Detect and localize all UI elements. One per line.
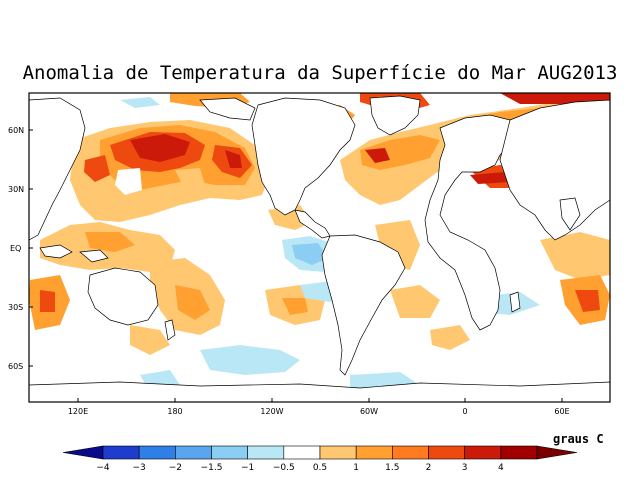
- warm-anomaly-west-pacific: [29, 222, 175, 330]
- colorbar-segment: [428, 445, 465, 460]
- colorbar-label: 2: [426, 463, 432, 473]
- colorbar-label: −2: [169, 463, 182, 473]
- colorbar: −4 −3 −2 −1.5 −1 −0.5 0.5 1 1.5 2 3 4: [62, 445, 578, 473]
- colorbar-segment: [464, 445, 502, 460]
- x-tick-label: 0: [462, 407, 467, 416]
- y-tick-label: EQ: [10, 244, 21, 253]
- x-tick-label: 60E: [554, 407, 569, 416]
- x-tick-label: 60W: [360, 407, 378, 416]
- coastlines: [29, 95, 610, 402]
- x-tick-label: 120E: [68, 407, 88, 416]
- y-tick-label: 30S: [8, 303, 23, 312]
- map-field: [29, 93, 610, 402]
- y-tick-label: 30N: [8, 185, 24, 194]
- warm-anomaly-north-pacific: [70, 120, 270, 222]
- x-tick-label: 120W: [260, 407, 283, 416]
- colorbar-segment: [500, 445, 538, 460]
- colorbar-segment: [247, 445, 285, 460]
- colorbar-label: 1.5: [385, 463, 399, 473]
- colorbar-segment: [319, 445, 357, 460]
- colorbar-label: −1.5: [201, 463, 223, 473]
- colorbar-unit: graus C: [553, 432, 604, 446]
- y-axis: 60N 30N EQ 30S 60S: [8, 126, 33, 371]
- warm-anomaly-atlantic-indian: [268, 205, 610, 350]
- x-axis: 120E 180 120W 60W 0 60E: [68, 398, 570, 416]
- colorbar-label: 1: [353, 463, 359, 473]
- colorbar-segment: [102, 445, 140, 460]
- colorbar-label: −0.5: [273, 463, 295, 473]
- colorbar-segment: [283, 445, 321, 460]
- colorbar-label: 4: [498, 463, 504, 473]
- colorbar-label: −4: [96, 463, 110, 473]
- colorbar-segment: [355, 445, 393, 460]
- colorbar-segment: [138, 445, 176, 460]
- colorbar-label: 3: [462, 463, 468, 473]
- map-title: Anomalia de Temperatura da Superfície do…: [22, 62, 618, 84]
- colorbar-label: −1: [241, 463, 254, 473]
- colorbar-segment: [392, 445, 429, 460]
- y-tick-label: 60N: [8, 126, 24, 135]
- colorbar-end-high: [536, 445, 578, 460]
- colorbar-segment: [211, 445, 248, 460]
- colorbar-end-low: [62, 445, 104, 460]
- x-tick-label: 180: [167, 407, 182, 416]
- y-tick-label: 60S: [8, 362, 23, 371]
- colorbar-label: −3: [133, 463, 146, 473]
- colorbar-label: 0.5: [313, 463, 327, 473]
- colorbar-segment: [175, 445, 212, 460]
